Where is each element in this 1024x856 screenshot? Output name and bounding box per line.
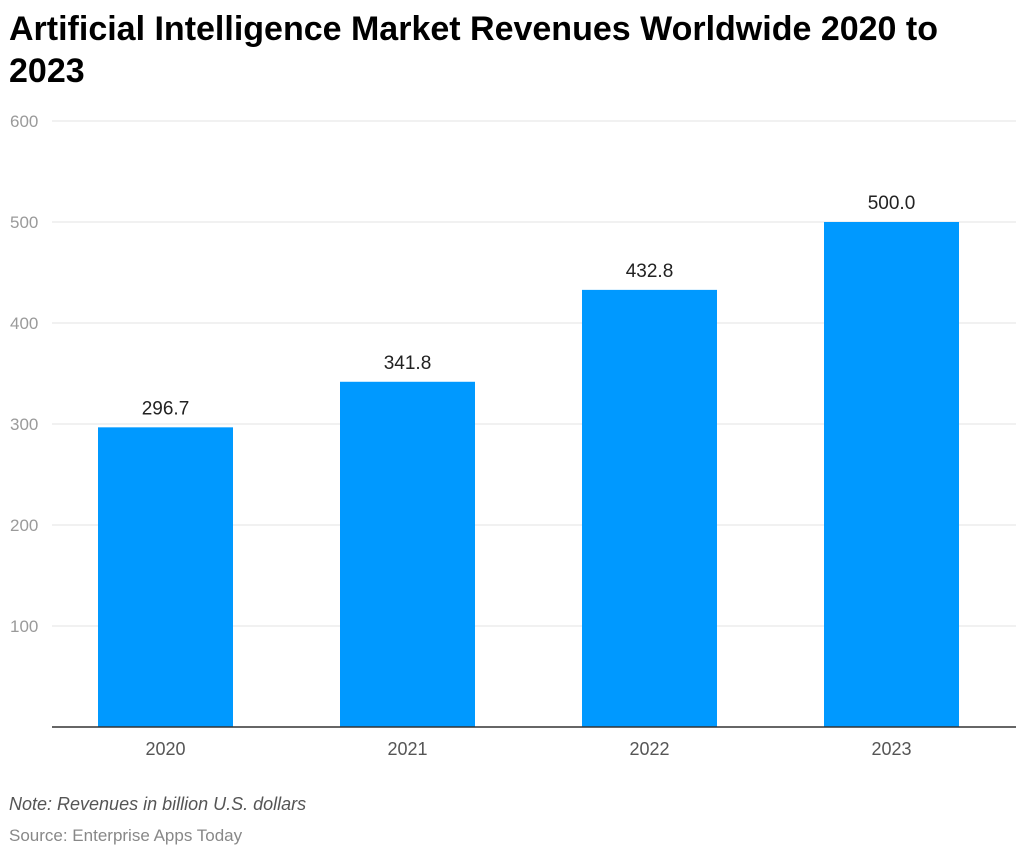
chart-source: Source: Enterprise Apps Today: [9, 826, 243, 845]
data-label: 432.8: [626, 261, 674, 282]
x-tick-label: 2023: [871, 739, 911, 759]
bar-2022: [582, 289, 717, 727]
data-label: 341.8: [384, 353, 432, 374]
bar-chart: 100 200 300 400 500 600 296.7 2020 341.8 2021 432.…: [10, 112, 1016, 759]
x-tick-label: 2021: [387, 739, 427, 759]
y-tick-label: 100: [10, 617, 38, 636]
y-tick-label: 500: [10, 213, 38, 232]
bar-2020: [98, 427, 233, 727]
x-tick-label: 2020: [145, 739, 185, 759]
y-tick-label: 600: [10, 112, 38, 131]
bar-2023: [824, 222, 959, 727]
chart-note: Note: Revenues in billion U.S. dollars: [9, 794, 307, 814]
x-tick-label: 2022: [629, 739, 669, 759]
y-tick-label: 300: [10, 415, 38, 434]
y-tick-label: 200: [10, 516, 38, 535]
data-label: 296.7: [142, 398, 190, 419]
chart-title: Artificial Intelligence Market Revenues …: [9, 10, 938, 90]
data-label: 500.0: [868, 193, 916, 214]
y-tick-label: 400: [10, 314, 38, 333]
bar-2021: [340, 381, 475, 727]
